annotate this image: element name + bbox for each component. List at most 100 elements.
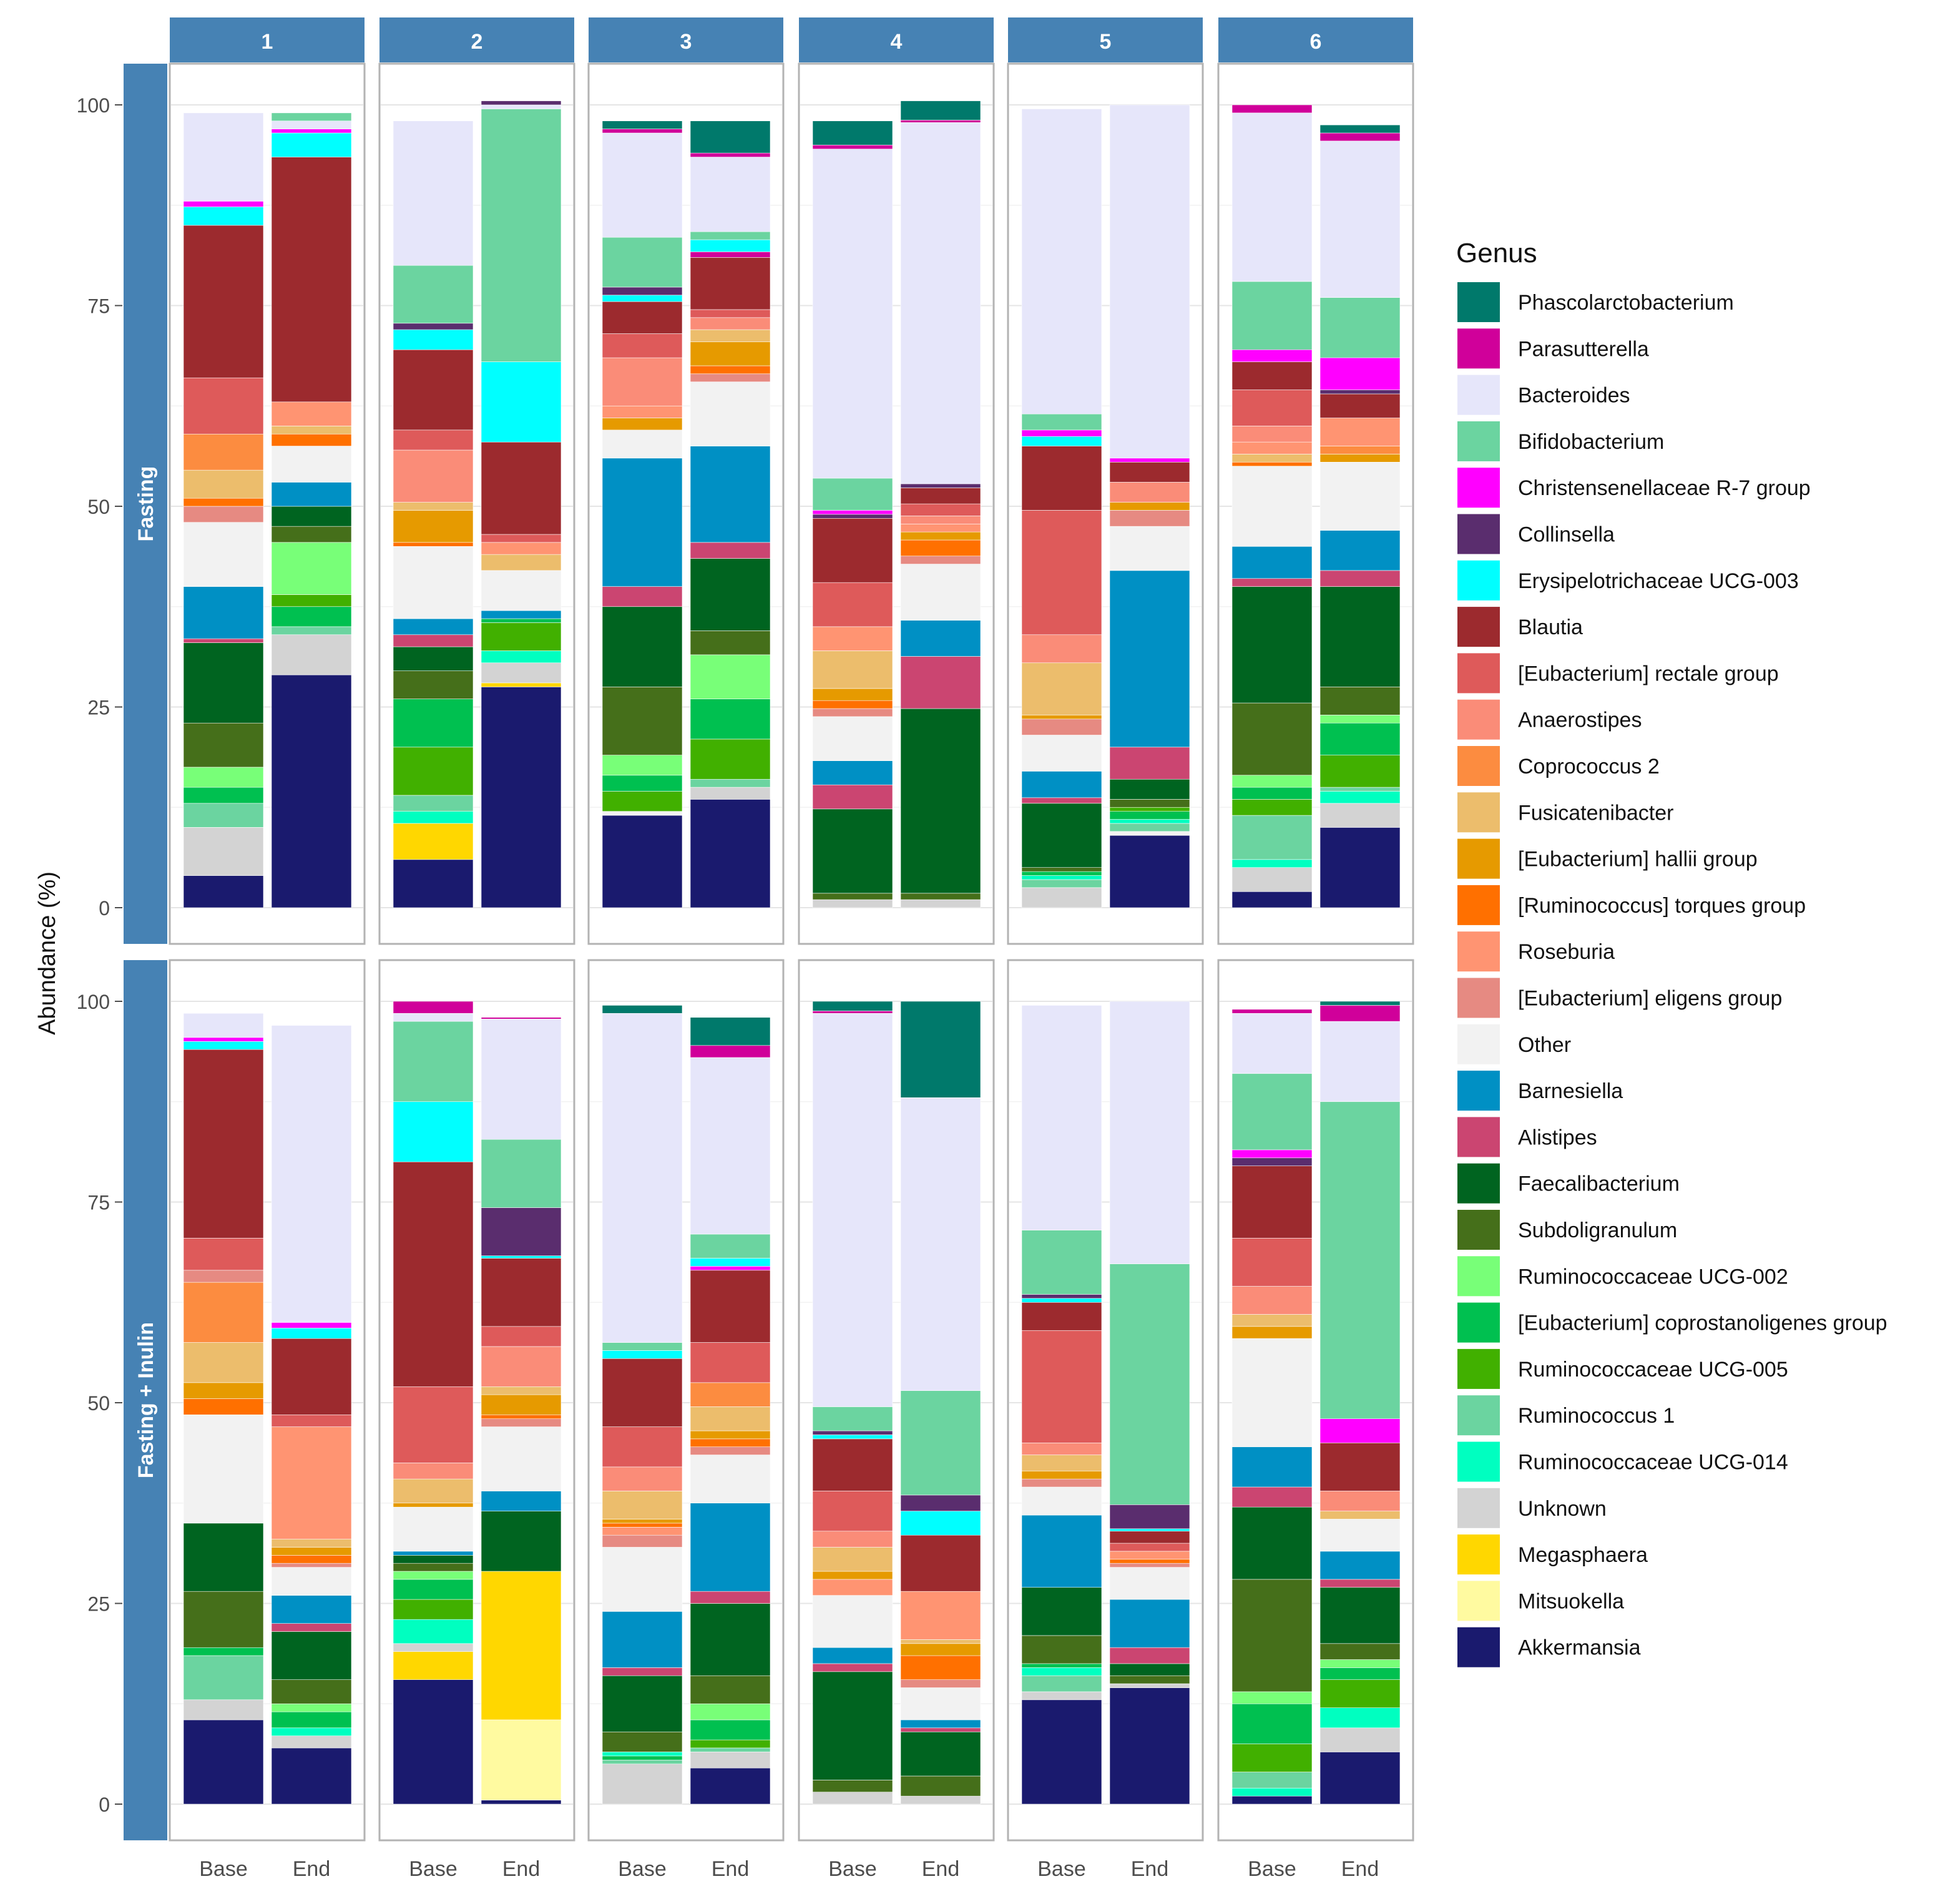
bar-segment: Ruminococcus 1: 2 [1231, 1772, 1313, 1789]
bar-segment: [Ruminococcus] torques group: 0.5 [1109, 1559, 1190, 1564]
bar-segment: Alistipes: 1 [602, 1667, 683, 1676]
x-tick-label: Base [828, 1857, 877, 1881]
bar-segment: Unknown: 1 [900, 1795, 981, 1805]
bar-segment: Unknown: 1.5 [690, 787, 771, 800]
bar-segment: Other: 8 [602, 1547, 683, 1612]
bar-segment: Bacteroides: 32.7 [1109, 1001, 1190, 1264]
facet-strip-col-label: 1 [262, 30, 273, 54]
bar-segment: Barnesiella: 5 [1319, 530, 1401, 571]
bar-segment: [Eubacterium] coprostanoligenes group: 0… [481, 618, 562, 623]
x-tick-label: Base [618, 1857, 667, 1881]
bar-segment: Ruminococcaceae UCG-014: 1.5 [393, 811, 474, 824]
bar-segment: Fusicatenibacter: 3 [812, 1547, 893, 1572]
bar-segment: [Eubacterium] rectale group: 15.5 [1021, 510, 1102, 635]
facet-strip-col-label: 4 [891, 30, 903, 54]
bar-segment: Ruminococcaceae UCG-005: 5 [690, 739, 771, 780]
bar-segment: [Eubacterium] eligens group: 1 [690, 1446, 771, 1455]
bar-segment: Erysipelotrichaceae UCG-003: 0.3 [481, 1255, 562, 1259]
bar-segment: Bacteroides: 21 [1231, 112, 1313, 282]
bar-segment: Erysipelotrichaceae UCG-003: 1.3 [271, 1328, 352, 1339]
bar-base: Akkermansia: 11.5Other: 0.5Ruminococcace… [602, 120, 683, 908]
bar-segment: Alistipes: 1 [271, 1623, 352, 1632]
legend-key [1457, 1256, 1500, 1297]
bar-segment: Unknown: 5 [602, 1764, 683, 1805]
bar-segment: Alistipes: 1.5 [690, 1591, 771, 1604]
bar-segment: Barnesiella: 6 [1109, 1599, 1190, 1648]
facet-strip-col-2 [379, 17, 574, 62]
legend-label: Christensenellaceae R-7 group [1518, 476, 1811, 500]
y-tick-label: 0 [99, 897, 110, 920]
bar-segment: Ruminococcaceae UCG-005: 0.5 [1109, 807, 1190, 812]
legend-key [1457, 1348, 1500, 1389]
bar-segment: Bifidobacterium: 3 [812, 1406, 893, 1431]
bar-segment: Anaerostipes: 6.5 [393, 449, 474, 503]
bar-segment: Coprococcus 2: 7.5 [183, 1282, 264, 1343]
bar-segment: Blautia: 6.5 [690, 257, 771, 310]
bar-segment: Christensenellaceae R-7 group: 3 [1319, 1418, 1401, 1443]
bar-segment: [Ruminococcus] torques group: 0.5 [481, 1414, 562, 1420]
bar-segment: Ruminococcaceae UCG-002: 5.5 [690, 654, 771, 699]
x-tick-label: End [922, 1857, 960, 1881]
bar-segment: Barnesiella: 2 [393, 618, 474, 635]
legend-key [1457, 792, 1500, 833]
legend-label: Subdoligranulum [1518, 1219, 1677, 1242]
bar-segment: [Eubacterium] rectale group: 3 [602, 333, 683, 358]
bar-segment: Other: 10 [1231, 466, 1313, 547]
bar-segment: Faecalibacterium: 10 [183, 642, 264, 724]
legend-label: Erysipelotrichaceae UCG-003 [1518, 569, 1799, 593]
bar-segment: [Eubacterium] hallii group: 1.5 [602, 418, 683, 431]
bar-segment: Akkermansia: 10 [1319, 827, 1401, 908]
bar-segment: Ruminococcaceae UCG-014: 0.5 [602, 1752, 683, 1757]
facet-strip-col-4 [799, 17, 994, 62]
bar-segment: [Eubacterium] eligens group: 1 [690, 373, 771, 382]
bar-segment: Blautia: 7 [900, 1534, 981, 1592]
bar-segment: Megasphaera: 4.5 [393, 823, 474, 860]
legend-label: Parasutterella [1518, 337, 1649, 361]
bar-segment: Christensenellaceae R-7 group: 0.7 [271, 1322, 352, 1328]
bar-segment: Akkermansia: 9 [1109, 835, 1190, 908]
bar-segment: Other: 6.5 [812, 1595, 893, 1648]
bar-segment: Christensenellaceae R-7 group: 0.5 [690, 1266, 771, 1271]
y-tick-label: 50 [87, 1392, 110, 1415]
bar-segment: Fusicatenibacter: 1 [1319, 1511, 1401, 1519]
bar-segment: Alistipes: 1.5 [393, 634, 474, 647]
bar-segment: Bacteroides: 41 [812, 149, 893, 479]
legend-label: Blautia [1518, 616, 1583, 639]
bar-segment: Fusicatenibacter: 2 [481, 554, 562, 571]
bar-segment: Fusicatenibacter: 3 [393, 1478, 474, 1504]
bar-end: Akkermansia: 14.5Unknown: 0.5Subdoligran… [1109, 1001, 1190, 1805]
legend-label: Faecalibacterium [1518, 1172, 1680, 1196]
legend: Genus Phascolarctobacterium Parasutterell… [1456, 238, 1887, 1667]
bar-segment: Collinsella: 0.5 [481, 101, 562, 106]
bar-segment: Other: 4.5 [1021, 735, 1102, 772]
legend-key [1457, 1302, 1500, 1343]
y-axis-title: Abundance (%) [34, 871, 61, 1035]
bar-segment: Anaerostipes: 1.5 [1021, 1443, 1102, 1455]
panel-row2-col-1: Akkermansia: 10.5Unknown: 2.5Ruminococcu… [169, 959, 366, 1842]
bar-segment: [Eubacterium] rectale group: 1.5 [900, 503, 981, 516]
legend-key [1457, 653, 1500, 694]
bar-segment: Subdoligranulum: 2 [271, 526, 352, 543]
bar-segment: Roseburia: 1.5 [602, 405, 683, 418]
bar-segment: [Eubacterium] eligens group: 2 [183, 506, 264, 523]
bar-segment: Other: 3.5 [1021, 1486, 1102, 1516]
legend-label: Anaerostipes [1518, 709, 1642, 732]
bar-base: Unknown: 1.5Subdoligranulum: 1.5Faecalib… [812, 1001, 893, 1805]
bar-segment: Christensenellaceae R-7 group: 1 [1231, 1149, 1313, 1159]
bar-segment: Akkermansia: 6.5 [1319, 1752, 1401, 1805]
bar-segment: Christensenellaceae R-7 group: 0.8 [1021, 429, 1102, 437]
bar-segment: Erysipelotrichaceae UCG-003: 0.5 [1021, 1298, 1102, 1303]
bar-segment: Fusicatenibacter: 1.5 [690, 329, 771, 342]
bar-segment: Ruminococcaceae UCG-014: 1 [1231, 1787, 1313, 1797]
bar-segment: Fusicatenibacter: 1 [271, 1539, 352, 1548]
bar-segment: [Eubacterium] hallii group: 1 [271, 1547, 352, 1556]
bar-segment: Alistipes: 1 [812, 1663, 893, 1672]
bar-base: Akkermansia: 2Unknown: 3Ruminococcaceae … [1231, 104, 1313, 908]
bar-segment: Blautia: 3.5 [1231, 361, 1313, 390]
bar-segment: [Eubacterium] coprostanoligenes group: 4 [1319, 722, 1401, 755]
bar-segment: Anaerostipes: 6 [602, 357, 683, 406]
bar-segment: Ruminococcaceae UCG-005: 3.5 [1319, 1679, 1401, 1708]
legend-label: [Eubacterium] rectale group [1518, 662, 1779, 685]
